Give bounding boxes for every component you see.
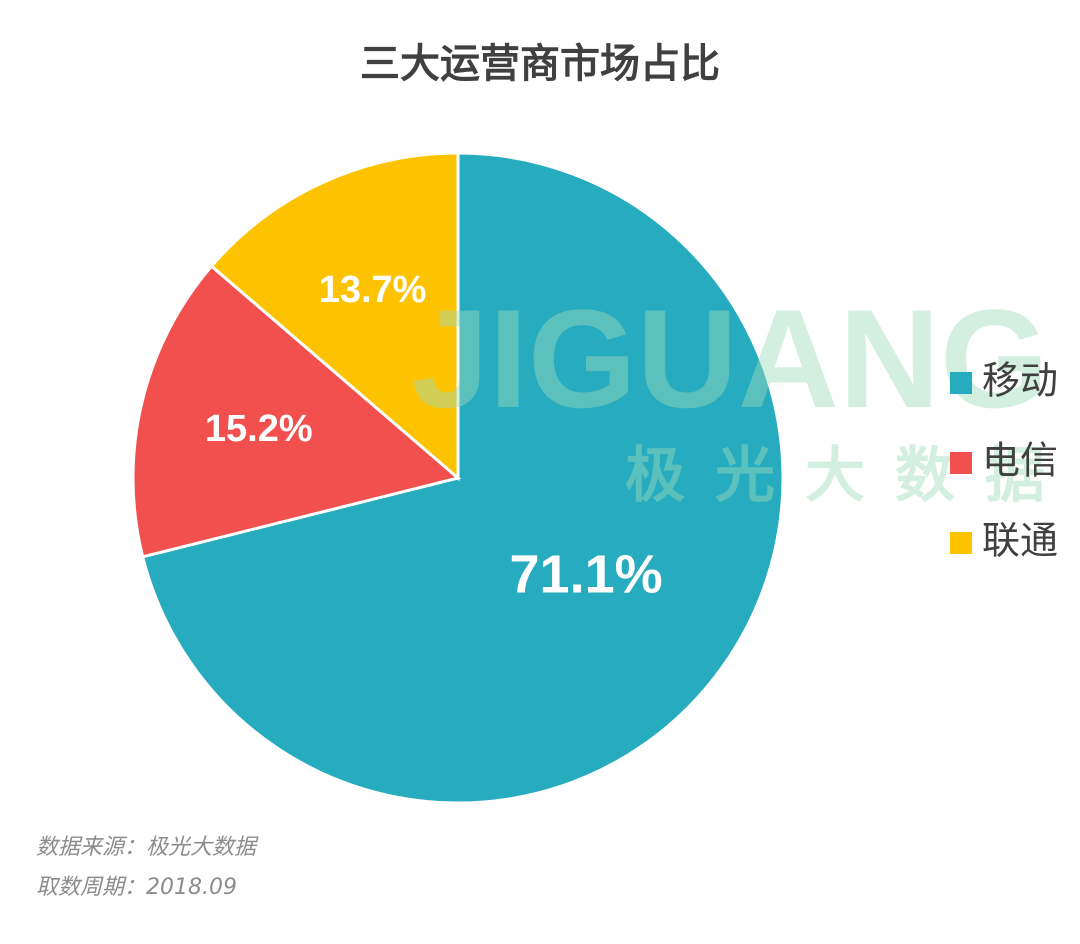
pie-slice	[140, 151, 785, 805]
pie	[131, 151, 785, 805]
watermark-subtext: 极光大数据	[625, 442, 1075, 509]
legend-label: 联通	[982, 519, 1058, 563]
legend-label: 移动	[982, 359, 1058, 403]
pie-slice	[209, 151, 460, 482]
value-label: 71.1%	[510, 544, 663, 604]
source-note: 数据来源：极光大数据	[36, 835, 259, 860]
chart-title: 三大运营商市场占比	[360, 41, 720, 87]
legend-swatch	[950, 452, 972, 474]
value-labels: 71.1% 15.2% 13.7%	[205, 269, 663, 604]
pie-slice	[131, 264, 462, 559]
legend-swatch	[950, 532, 972, 554]
legend-label: 电信	[982, 439, 1058, 483]
legend-swatch	[950, 372, 972, 394]
value-label: 13.7%	[319, 269, 427, 311]
value-label: 15.2%	[205, 408, 313, 450]
period-note: 取数周期：2018.09	[36, 875, 237, 900]
watermark: JIGUANG	[411, 280, 1049, 437]
